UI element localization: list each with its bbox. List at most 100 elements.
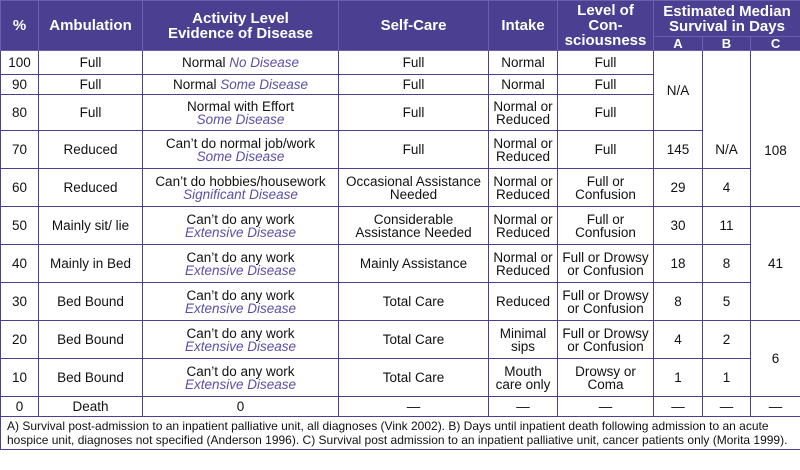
row-activity: Can’t do normal job/work Some Disease	[142, 130, 339, 169]
row-disease: Some Disease	[220, 77, 309, 92]
row-consciousness: Full	[557, 74, 654, 95]
row-intake: Normal	[488, 74, 558, 95]
row-self-care: Total Care	[338, 282, 489, 321]
row-activity: Can’t do any work Extensive Disease	[142, 358, 339, 397]
header-self-care: Self-Care	[338, 0, 489, 51]
row-self-care: Full	[338, 74, 489, 95]
row-percent: 100	[0, 50, 39, 75]
row-percent: 70	[0, 130, 39, 169]
row-intake: Reduced	[488, 282, 558, 321]
survival-c-108: 108	[749, 94, 800, 207]
header-estimate-line2: Survival in Days	[669, 17, 785, 35]
row-self-care: Full	[338, 94, 489, 131]
survival-a-40: 18	[653, 244, 703, 283]
row-intake: Normal or Reduced	[488, 168, 558, 207]
row-activity-text: Can’t do any work	[186, 249, 295, 265]
survival-c-6: 6	[749, 320, 800, 397]
row-self-care: Occasional Assistance Needed	[338, 168, 489, 207]
row-activity: Normal with Effort Some Disease	[142, 94, 339, 131]
header-col-c: C	[749, 36, 800, 51]
row-activity: Can’t do any work Extensive Disease	[142, 282, 339, 321]
header-consciousness-line1: Level of Con-	[577, 2, 634, 34]
row-percent: 90	[0, 74, 39, 95]
row-self-care: Full	[338, 130, 489, 169]
row-self-care: Full	[338, 50, 489, 75]
row-activity: Can’t do any work Extensive Disease	[142, 206, 339, 245]
survival-a-60: 29	[653, 168, 703, 207]
row-disease: No Disease	[229, 55, 300, 70]
row-activity-text: Can’t do any work	[186, 363, 295, 379]
header-level-of-consciousness: Level of Con- sciousness	[557, 0, 654, 51]
row-percent: 50	[0, 206, 39, 245]
row-ambulation: Reduced	[38, 130, 143, 169]
row-percent: 40	[0, 244, 39, 283]
header-estimate-line1: Estimated Median	[663, 2, 791, 20]
header-percent: %	[0, 0, 39, 51]
survival-c-41: 41	[749, 206, 800, 321]
header-col-b: B	[702, 36, 751, 51]
row-consciousness: Drowsy or Coma	[557, 358, 654, 397]
survival-b-na: N/A	[702, 130, 751, 169]
header-activity-line2: Evidence of Disease	[167, 24, 314, 42]
survival-c-0: —	[749, 396, 800, 417]
row-percent: 20	[0, 320, 39, 359]
row-consciousness: Full or Drowsy or Confusion	[557, 244, 654, 283]
survival-b-na-spacer	[702, 50, 751, 131]
row-activity: 0	[142, 396, 339, 417]
row-consciousness: Full or Confusion	[557, 206, 654, 245]
row-consciousness: Full	[557, 50, 654, 75]
row-activity-text: Can’t do any work	[186, 211, 295, 227]
row-activity-text: Normal with Effort	[186, 98, 295, 114]
row-consciousness: Full	[557, 130, 654, 169]
survival-b-20: 2	[702, 320, 751, 359]
row-activity-text: Can’t do hobbies/housework	[155, 173, 326, 189]
row-activity-text: Can’t do any work	[186, 325, 295, 341]
survival-a-0: —	[653, 396, 703, 417]
survival-b-60: 4	[702, 168, 751, 207]
row-percent: 60	[0, 168, 39, 207]
survival-a-50: 30	[653, 206, 703, 245]
table-row: 80 Full Normal with Effort Some Disease F…	[0, 94, 800, 207]
row-ambulation: Bed Bound	[38, 358, 143, 397]
row-disease: Extensive Disease	[184, 338, 297, 354]
row-consciousness: Full or Confusion	[557, 168, 654, 207]
row-disease: Extensive Disease	[184, 300, 297, 316]
row-ambulation: Bed Bound	[38, 282, 143, 321]
row-activity-text: Normal	[172, 77, 217, 92]
row-intake: Normal or Reduced	[488, 94, 558, 131]
row-disease: Extensive Disease	[184, 262, 297, 278]
row-activity: Can’t do any work Extensive Disease	[142, 320, 339, 359]
row-intake: Mouth care only	[488, 358, 558, 397]
row-activity: Normal No Disease	[142, 50, 339, 75]
row-activity: Normal Some Disease	[142, 74, 339, 95]
header-intake: Intake	[488, 0, 558, 51]
table-row: 40 Mainly in Bed Can’t do any work Extens…	[0, 244, 800, 283]
row-activity: Can’t do any work Extensive Disease	[142, 244, 339, 283]
row-intake: Normal or Reduced	[488, 130, 558, 169]
row-activity-text: Can’t do normal job/work	[165, 135, 316, 151]
footnote: A) Survival post-admission to an inpatie…	[0, 416, 800, 450]
row-self-care: Total Care	[338, 358, 489, 397]
row-self-care: Considerable Assistance Needed	[338, 206, 489, 245]
row-ambulation: Mainly in Bed	[38, 244, 143, 283]
row-ambulation: Death	[38, 396, 143, 417]
row-intake: Normal	[488, 50, 558, 75]
row-intake: Minimal sips	[488, 320, 558, 359]
header-col-a: A	[653, 36, 703, 51]
row-disease: Some Disease	[196, 148, 285, 164]
row-intake: Normal or Reduced	[488, 244, 558, 283]
row-activity: Can’t do hobbies/housework Significant Di…	[142, 168, 339, 207]
survival-b-50: 11	[702, 206, 751, 245]
row-ambulation: Mainly sit/ lie	[38, 206, 143, 245]
row-disease: Some Disease	[196, 111, 285, 127]
survival-a-70: 145	[653, 130, 703, 169]
survival-b-0: —	[702, 396, 751, 417]
header-estimated-survival: Estimated Median Survival in Days	[652, 0, 800, 37]
row-self-care: —	[338, 396, 489, 417]
row-percent: 80	[0, 94, 39, 131]
survival-b-10: 1	[702, 358, 751, 397]
header-activity-line1: Activity Level	[192, 9, 289, 27]
row-intake: —	[488, 396, 558, 417]
row-percent: 30	[0, 282, 39, 321]
